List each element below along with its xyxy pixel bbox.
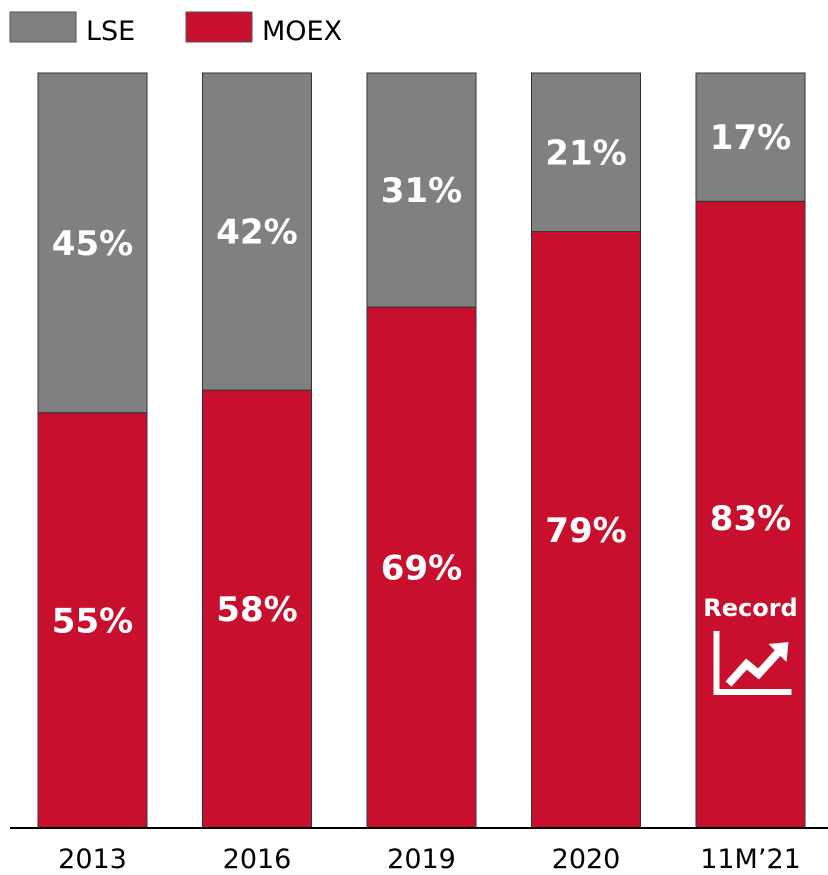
legend-label-lse: LSE	[86, 16, 135, 47]
bar-moex-2019	[366, 306, 477, 829]
legend-swatch-moex	[185, 11, 253, 43]
bar-lse-2020	[531, 72, 641, 233]
x-axis-ticks: 2013 2016 2019 2020 11M’21	[58, 844, 801, 875]
x-tick-label-2019: 2019	[387, 844, 456, 875]
bar-lse-2016	[202, 72, 312, 391]
bar-moex-2013	[37, 412, 148, 829]
data-label-lse-2013: 45%	[52, 224, 133, 264]
bars	[37, 72, 806, 829]
data-label-lse-2016: 42%	[216, 213, 297, 253]
data-label-moex-2020: 79%	[545, 511, 626, 551]
legend-swatch-lse	[9, 11, 77, 43]
data-labels: 55% 45% 58% 42% 69% 31% 79% 21% 83% 17%	[52, 118, 791, 641]
bar-lse-2013	[37, 72, 148, 414]
x-tick-label-2013: 2013	[58, 844, 127, 875]
data-label-moex-2013: 55%	[52, 601, 133, 641]
bar-lse-2019	[366, 72, 477, 308]
bar-lse-11m-21	[695, 72, 806, 202]
record-label: Record	[703, 594, 798, 622]
data-label-lse-11m-21: 17%	[710, 118, 791, 158]
x-tick-label-11m-21: 11M’21	[700, 844, 801, 875]
data-label-lse-2020: 21%	[545, 133, 626, 173]
legend: LSE MOEX	[9, 11, 342, 47]
x-tick-label-2016: 2016	[223, 844, 292, 875]
data-label-moex-2016: 58%	[216, 590, 297, 630]
bar-moex-2020	[531, 231, 641, 829]
data-label-lse-2019: 31%	[381, 171, 462, 211]
x-tick-label-2020: 2020	[552, 844, 621, 875]
chart-trend-up-icon	[713, 631, 792, 695]
data-label-moex-11m-21: 83%	[710, 499, 791, 539]
legend-label-moex: MOEX	[262, 16, 342, 47]
record-annotation: Record	[703, 594, 798, 695]
data-label-moex-2019: 69%	[381, 549, 462, 589]
